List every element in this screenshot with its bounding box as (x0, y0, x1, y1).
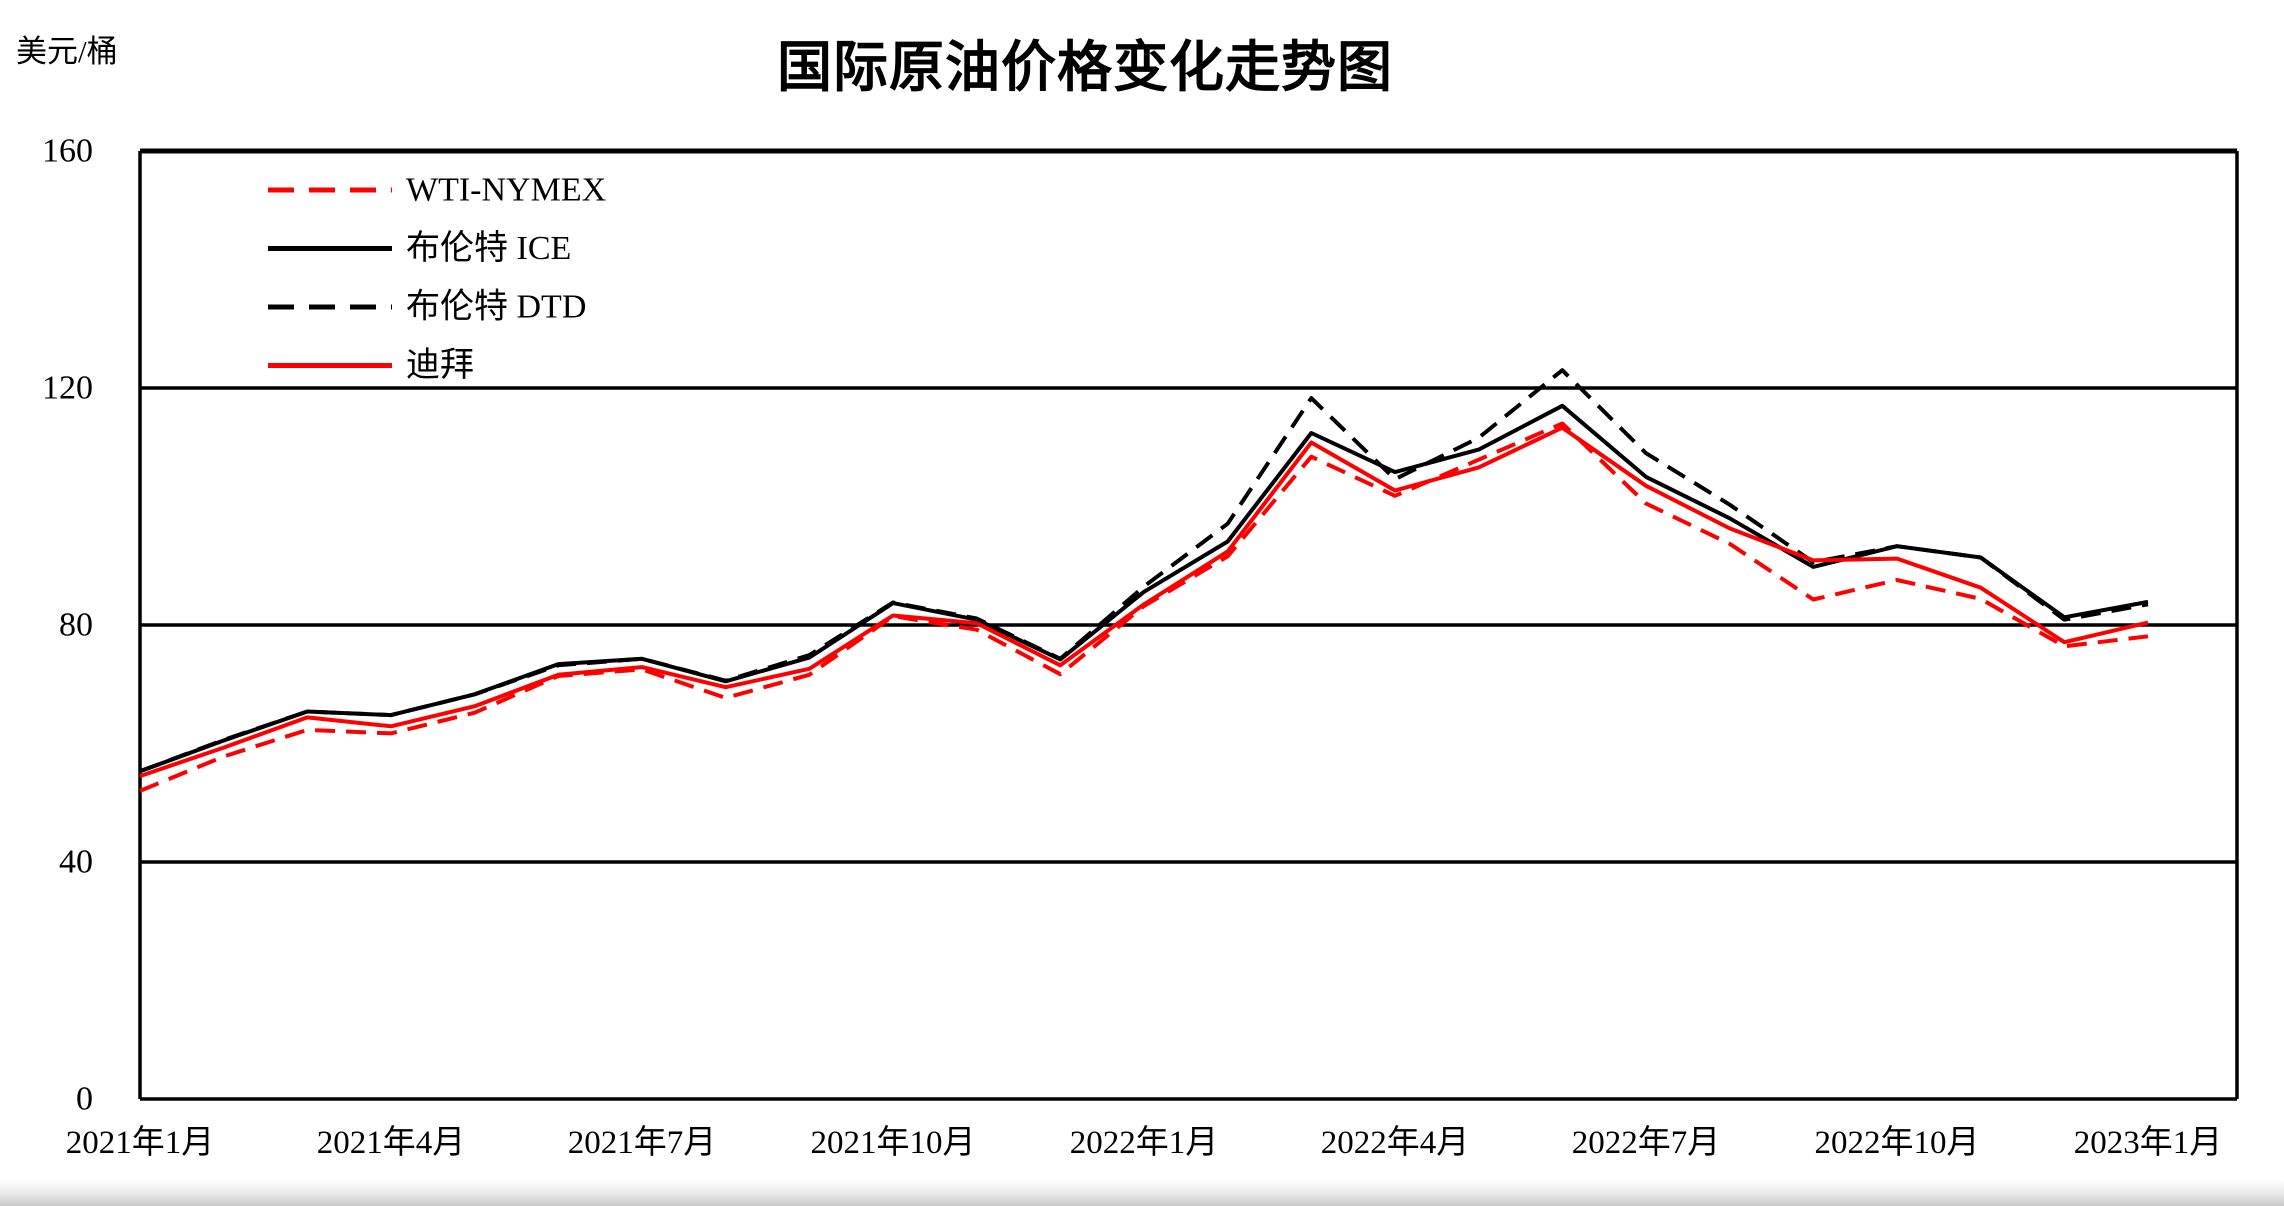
y-tick-label-80: 80 (59, 607, 93, 644)
x-tick-label-4: 2022年1月 (1070, 1124, 1219, 1161)
x-tick-label-6: 2022年7月 (1572, 1124, 1721, 1161)
y-tick-label-120: 120 (42, 370, 93, 407)
legend-label-迪拜: 迪拜 (406, 347, 474, 384)
series-line-WTI-NYMEX (139, 421, 2149, 793)
x-tick-label-1: 2021年4月 (317, 1124, 466, 1161)
y-tick-label-0: 0 (76, 1081, 93, 1118)
series-line-迪拜 (139, 425, 2149, 778)
y-tick-label-160: 160 (42, 133, 93, 170)
y-tick-label-40: 40 (59, 844, 93, 881)
window-bottom-edge (0, 1180, 2284, 1206)
x-tick-label-8: 2023年1月 (2074, 1124, 2223, 1161)
series-line-布伦特 ICE (139, 403, 2149, 774)
legend-label-布伦特 ICE: 布伦特 ICE (406, 229, 571, 267)
x-tick-label-3: 2021年10月 (811, 1124, 976, 1161)
x-tick-label-2: 2021年7月 (568, 1124, 717, 1161)
chart-title: 国际原油价格变化走势图 (776, 37, 1394, 98)
series-line-布伦特 DTD (139, 368, 2149, 774)
x-tick-label-0: 2021年1月 (66, 1124, 215, 1161)
y-axis-unit-label: 美元/桶 (16, 34, 118, 69)
legend-label-WTI-NYMEX: WTI-NYMEX (406, 172, 606, 209)
legend-label-布伦特 DTD: 布伦特 DTD (406, 288, 586, 326)
x-tick-label-7: 2022年10月 (1815, 1124, 1980, 1161)
x-tick-label-5: 2022年4月 (1321, 1124, 1470, 1161)
